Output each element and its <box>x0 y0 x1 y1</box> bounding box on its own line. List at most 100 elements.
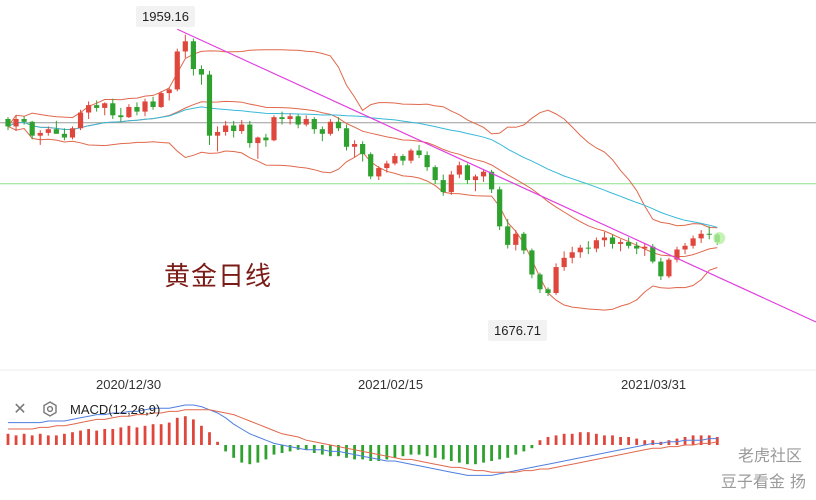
candle-body-69 <box>561 257 567 268</box>
candle-68 <box>553 263 559 295</box>
candle-body-87 <box>706 233 712 235</box>
candle-body-5 <box>45 129 51 133</box>
macd-histogram-bar-6 <box>54 435 58 445</box>
candle-35 <box>287 113 293 125</box>
candle-3 <box>29 120 35 140</box>
candle-20 <box>166 87 172 101</box>
macd-histogram-bar-0 <box>6 433 10 445</box>
macd-histogram-bar-76 <box>619 437 622 445</box>
macd-histogram-bar-11 <box>95 430 99 445</box>
candle-body-52 <box>424 155 430 168</box>
macd-histogram-bar-31 <box>256 445 260 463</box>
macd-histogram-bar-33 <box>272 445 276 455</box>
candle-7 <box>61 128 68 141</box>
candle-31 <box>255 136 261 159</box>
candle-body-85 <box>690 238 696 246</box>
candle-69 <box>561 251 567 271</box>
macd-histogram-bar-63 <box>514 445 518 455</box>
candle-37 <box>303 115 309 127</box>
macd-histogram-bar-42 <box>345 445 348 458</box>
candle-27 <box>223 120 229 136</box>
indicator-header: ✕ MACD(12,26,9) <box>10 398 160 420</box>
candle-0 <box>5 117 11 131</box>
candle-body-54 <box>440 180 446 193</box>
candle-body-48 <box>392 156 398 164</box>
candle-body-70 <box>569 252 575 258</box>
candle-6 <box>53 120 59 134</box>
candle-body-72 <box>585 247 591 249</box>
candle-body-75 <box>609 237 616 244</box>
candle-84 <box>682 243 688 255</box>
macd-histogram-bar-60 <box>490 445 493 461</box>
candle-body-58 <box>472 176 479 181</box>
candle-body-55 <box>448 174 454 193</box>
candle-81 <box>658 257 664 281</box>
macd-histogram-bar-77 <box>627 437 631 445</box>
candle-body-73 <box>593 240 599 249</box>
candle-body-1 <box>13 119 19 127</box>
candle-36 <box>295 114 301 129</box>
candle-19 <box>158 91 164 108</box>
candle-83 <box>674 246 680 263</box>
candle-body-0 <box>5 119 11 127</box>
candle-43 <box>351 140 358 157</box>
macd-histogram-bar-87 <box>707 435 711 445</box>
macd-histogram-bar-61 <box>498 445 502 460</box>
candle-body-78 <box>634 245 640 249</box>
macd-histogram-bar-62 <box>506 445 510 458</box>
macd-histogram-bar-65 <box>530 445 534 449</box>
candle-49 <box>400 154 406 166</box>
candle-body-65 <box>529 250 535 275</box>
candle-12 <box>102 102 108 116</box>
x-tick-label-0: 2020/12/30 <box>96 377 162 392</box>
candle-body-29 <box>239 124 245 132</box>
candle-42 <box>343 124 350 151</box>
macd-histogram-bar-73 <box>594 433 598 445</box>
candle-body-83 <box>674 249 680 260</box>
chart-title: 黄金日线 <box>164 262 273 292</box>
candle-56 <box>456 161 462 179</box>
macd-histogram-bar-3 <box>30 435 34 445</box>
upper-band <box>7 49 718 229</box>
candle-65 <box>529 248 535 279</box>
candle-body-36 <box>295 116 301 125</box>
macd-histogram-bar-74 <box>603 435 606 445</box>
candle-body-45 <box>368 154 374 177</box>
macd-histogram-bar-57 <box>466 445 469 465</box>
macd-histogram-bar-71 <box>578 432 582 445</box>
candle-26 <box>214 126 221 152</box>
gear-icon[interactable] <box>40 399 60 419</box>
close-icon[interactable]: ✕ <box>13 401 27 418</box>
candle-body-61 <box>497 189 503 227</box>
candle-body-39 <box>319 129 325 134</box>
trend-line <box>177 28 816 323</box>
macd-histogram-bar-50 <box>409 445 413 455</box>
macd-panel <box>6 404 719 476</box>
candle-body-8 <box>69 128 76 138</box>
macd-histogram-bar-82 <box>667 440 671 445</box>
candle-body-59 <box>480 171 487 177</box>
macd-histogram-bar-70 <box>570 433 574 445</box>
middle-band <box>7 100 718 258</box>
macd-histogram-bar-20 <box>167 422 171 445</box>
candle-body-86 <box>698 233 704 239</box>
candle-body-49 <box>400 156 406 161</box>
macd-histogram-bar-21 <box>175 417 179 445</box>
macd-histogram-bar-88 <box>715 437 719 445</box>
candle-9 <box>77 109 84 131</box>
candle-body-16 <box>134 106 140 112</box>
candle-body-32 <box>263 137 269 141</box>
candle-body-43 <box>351 144 358 147</box>
x-tick-label-1: 2021/02/15 <box>358 377 424 392</box>
candle-body-62 <box>505 226 511 245</box>
macd-histogram-bar-7 <box>63 433 66 445</box>
candle-body-68 <box>553 267 559 293</box>
macd-histogram-bar-32 <box>264 445 268 460</box>
macd-histogram-bar-55 <box>449 445 453 461</box>
candle-34 <box>279 111 285 125</box>
macd-histogram-bar-75 <box>611 435 614 445</box>
candle-body-11 <box>94 105 100 108</box>
candle-body-47 <box>384 163 390 169</box>
macd-histogram-bar-38 <box>312 445 316 453</box>
watermark-line-2: 豆子看金 扬 <box>720 472 806 491</box>
